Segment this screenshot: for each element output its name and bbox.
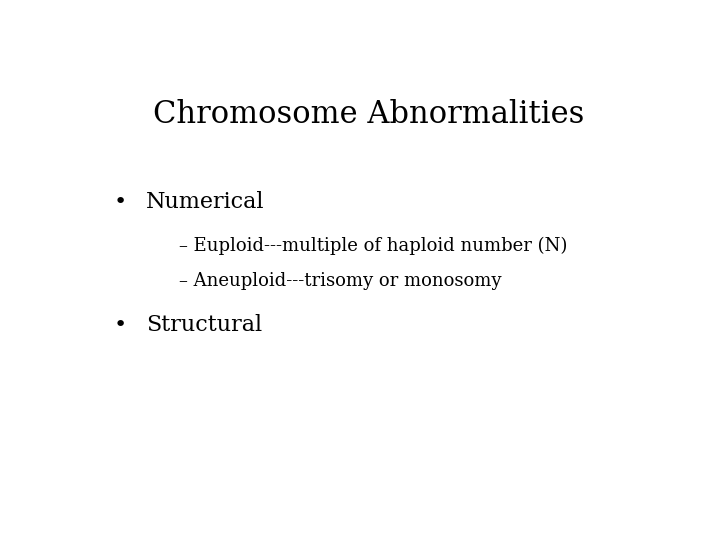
Text: – Aneuploid---trisomy or monosomy: – Aneuploid---trisomy or monosomy (179, 272, 502, 290)
Text: Numerical: Numerical (145, 191, 264, 213)
Text: •: • (114, 192, 127, 212)
Text: – Euploid---multiple of haploid number (N): – Euploid---multiple of haploid number (… (179, 237, 567, 255)
Text: •: • (114, 315, 127, 335)
Text: Structural: Structural (145, 314, 262, 336)
Text: Chromosome Abnormalities: Chromosome Abnormalities (153, 99, 585, 130)
